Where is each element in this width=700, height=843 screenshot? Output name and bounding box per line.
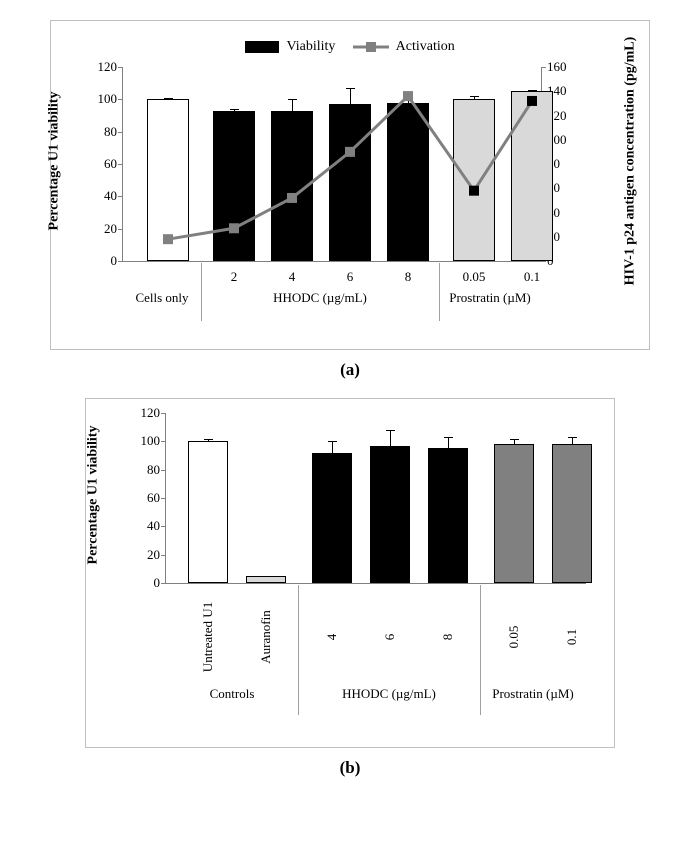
x-value-label: Auranofin xyxy=(258,610,274,663)
x-value-label: 4 xyxy=(324,634,340,641)
legend-line-label: Activation xyxy=(396,39,455,54)
bar xyxy=(312,453,352,583)
x-value-label: 6 xyxy=(382,634,398,641)
x-value-label: 0.1 xyxy=(564,629,580,645)
bar xyxy=(246,576,286,583)
legend-line-swatch xyxy=(353,40,389,54)
bar xyxy=(370,446,410,583)
x-value-label: 8 xyxy=(440,634,456,641)
x-value-label: Untreated U1 xyxy=(200,602,216,672)
legend-bar-swatch xyxy=(245,41,279,53)
x-value-label: 0.1 xyxy=(524,269,540,285)
y-left-label: Percentage U1 viability xyxy=(46,92,62,231)
panel-a: Viability Activation Percentage U1 viabi… xyxy=(50,20,650,350)
panel-b: Percentage U1 viability 020406080100120C… xyxy=(85,398,615,748)
bar xyxy=(552,444,592,583)
caption-a: (a) xyxy=(20,360,680,380)
bar xyxy=(428,448,468,583)
group-label: Controls xyxy=(166,687,298,702)
y-right-label: HIV-1 p24 antigen concentration (pg/mL) xyxy=(623,37,639,286)
x-value-label: 0.05 xyxy=(463,269,486,285)
group-label: HHODC (µg/mL) xyxy=(201,291,439,306)
x-value-label: 6 xyxy=(347,269,354,285)
bar xyxy=(494,444,534,583)
x-value-label: 8 xyxy=(405,269,412,285)
caption-b: (b) xyxy=(20,758,680,778)
group-label: Prostratin (µM) xyxy=(439,291,541,306)
x-value-label: 0.05 xyxy=(506,626,522,649)
x-value-label: 4 xyxy=(289,269,296,285)
group-label: Prostratin (µM) xyxy=(480,687,586,702)
legend-bar-label: Viability xyxy=(286,39,335,54)
bar xyxy=(188,441,228,583)
x-value-label: 2 xyxy=(231,269,238,285)
group-label: HHODC (µg/mL) xyxy=(298,687,480,702)
plot-area-a: 020406080100120020406080100120140160Cell… xyxy=(123,67,541,261)
group-label: Cells only xyxy=(123,291,201,306)
y-left-label-b: Percentage U1 viability xyxy=(85,426,101,565)
legend: Viability Activation xyxy=(73,39,627,55)
plot-area-b: 020406080100120ControlsUntreated U1Auran… xyxy=(166,413,586,583)
